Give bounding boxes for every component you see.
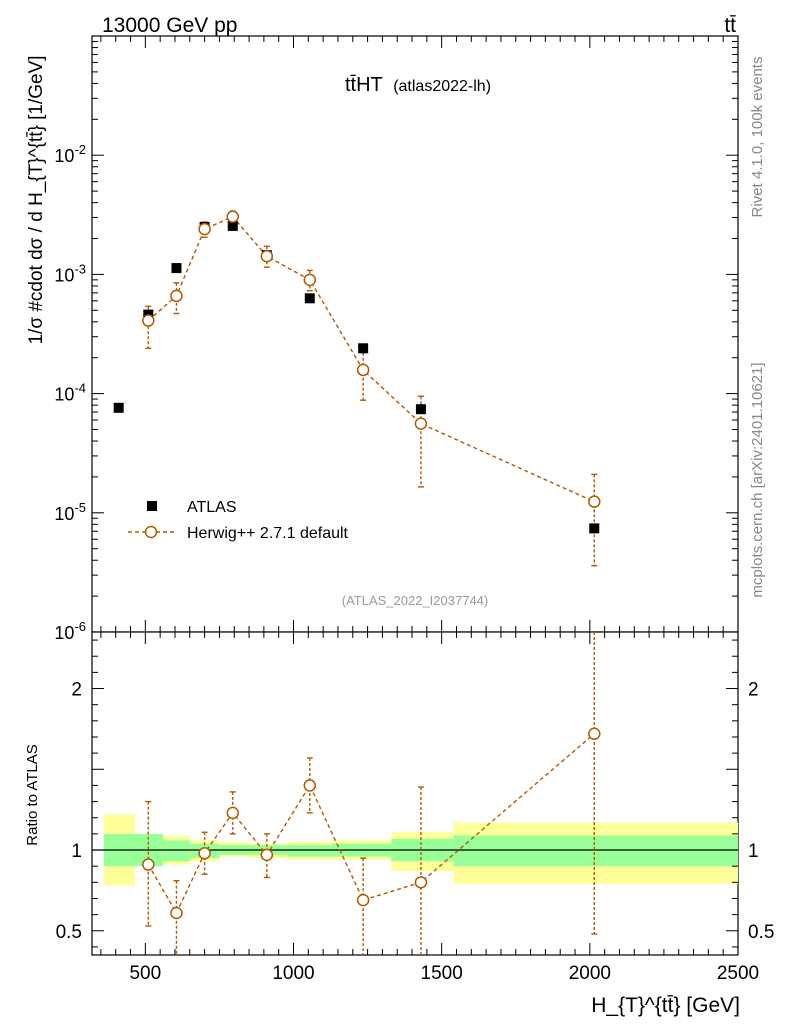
ratio-data-point (170, 906, 183, 920)
mc-data-point (170, 289, 183, 303)
legend: ATLAS Herwig++ 2.7.1 default (128, 499, 349, 542)
ratio-y-axis-label: Ratio to ATLAS (24, 744, 41, 845)
ratio-data-point (226, 806, 240, 820)
ratio-data-point (588, 727, 601, 740)
x-tick-label: 2500 (717, 963, 759, 984)
mc-data-point (303, 273, 317, 287)
legend-mc-marker (144, 525, 158, 539)
legend-atlas-marker (147, 501, 157, 511)
mc-data-point (142, 314, 155, 327)
plot-title-main: tt̄HT (345, 74, 383, 96)
ratio-data-point (356, 893, 370, 907)
mcplots-label: mcplots.cern.ch [arXiv:2401.10621] (749, 362, 766, 597)
ratio-panel: 0.5 0.51 12 2500 1000 1500 2000 2500 (56, 631, 774, 984)
ratio-band-inner (453, 835, 738, 867)
atlas-data-point (171, 263, 182, 274)
mc-data-point (414, 417, 428, 430)
x-tick-label: 1000 (272, 963, 314, 984)
atlas-data-point (227, 220, 238, 231)
mc-data-point (226, 210, 240, 223)
x-tick-label: 500 (129, 963, 161, 984)
atlas-data-point (415, 404, 426, 415)
atlas-data-point (589, 523, 600, 534)
ratio-y-tick-label: 2 (71, 680, 82, 701)
mc-data-point (588, 495, 601, 508)
main-y-axis: 10-6 10-5 10-4 10-3 10-2 (54, 35, 739, 643)
plot-title: tt̄HT (atlas2022-lh) (345, 74, 491, 96)
ratio-axes: 0.5 0.51 12 2500 1000 1500 2000 2500 (56, 632, 774, 984)
ratio-y-tick-label-right: 0.5 (748, 922, 774, 943)
header-process-label: tt̄ (724, 14, 736, 37)
ratio-band-inner (163, 840, 190, 862)
atlas-data-point (358, 343, 369, 354)
ratio-frame (91, 631, 739, 956)
mc-data-point (260, 249, 274, 263)
ratio-data-point (414, 876, 428, 889)
ratio-data-point (142, 858, 155, 871)
ratio-plot-area (92, 632, 738, 955)
main-plot-area (113, 210, 601, 567)
analysis-watermark: (ATLAS_2022_I2037744) (342, 593, 488, 608)
ratio-data-point (260, 848, 274, 862)
main-frame (91, 35, 739, 633)
main-y-tick-label: 10-4 (54, 381, 86, 405)
main-y-axis-label: 1/σ #cdot dσ / d H_{T}^{tt̄} [1/GeV] (26, 55, 47, 344)
ratio-data-point (303, 779, 317, 792)
ratio-y-tick-label: 0.5 (56, 922, 82, 943)
ratio-y-tick-label-right: 2 (748, 680, 759, 701)
plot-title-sub: (atlas2022-lh) (393, 78, 491, 95)
atlas-data-point (304, 293, 315, 304)
x-tick-label: 2000 (569, 963, 611, 984)
rivet-version-label: Rivet 4.1.0, 100k events (749, 57, 766, 218)
main-y-tick-label: 10-2 (54, 142, 86, 166)
header-energy-label: 13000 GeV pp (102, 14, 237, 37)
legend-mc-label: Herwig++ 2.7.1 default (187, 525, 349, 542)
ratio-data-point (198, 847, 211, 860)
main-y-tick-label: 10-6 (54, 619, 86, 643)
atlas-data-point (113, 402, 124, 413)
main-y-tick-label: 10-3 (54, 261, 86, 285)
mc-data-point (198, 222, 211, 236)
main-y-tick-label: 10-5 (54, 500, 86, 524)
ratio-y-tick-label-right: 1 (748, 841, 759, 862)
main-panel: 10-6 10-5 10-4 10-3 10-2 tt̄HT (atlas2022-lh… (54, 35, 739, 643)
x-axis-label: H_{T}^{tt̄} [GeV] (591, 994, 740, 1017)
ratio-band-inner (287, 845, 333, 857)
x-tick-label: 1500 (421, 963, 463, 984)
legend-atlas-label: ATLAS (187, 499, 237, 516)
mc-data-point (356, 363, 370, 377)
ratio-y-tick-label: 1 (71, 841, 82, 862)
